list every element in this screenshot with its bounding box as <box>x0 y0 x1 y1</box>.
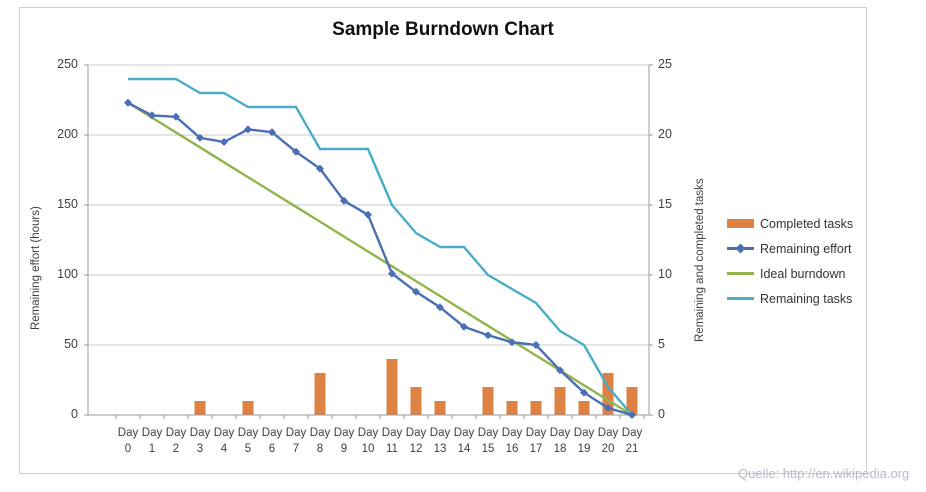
x-axis-tick-label: Day 16 <box>501 427 523 455</box>
gridlines <box>88 64 649 346</box>
bar-completed-tasks <box>506 401 518 415</box>
x-axis-tick-label: Day 10 <box>357 427 379 455</box>
bar-completed-tasks <box>530 401 542 415</box>
diamond-marker <box>508 338 516 347</box>
line-remaining-effort <box>127 101 633 417</box>
diamond-marker <box>364 210 372 219</box>
x-axis-tick-label: Day 8 <box>309 427 331 455</box>
x-axis-tick-label: Day 9 <box>333 427 355 455</box>
chart-title: Sample Burndown Chart <box>332 19 554 40</box>
diamond-marker <box>148 111 156 120</box>
diamond-marker <box>436 303 444 312</box>
x-axis-tick-label: Day 14 <box>453 427 475 455</box>
legend-item-label: Completed tasks <box>760 216 854 231</box>
x-axis-tick-label: Day 12 <box>405 427 427 455</box>
diamond-marker <box>604 404 612 412</box>
diamond-marker <box>628 411 636 419</box>
bar-completed-tasks <box>194 401 206 415</box>
bar-completed-tasks <box>482 387 494 415</box>
diamond-marker-icon <box>735 243 746 254</box>
bar-completed-tasks <box>314 373 326 415</box>
diamond-marker <box>340 196 348 205</box>
legend-item-completed-tasks: Completed tasks <box>727 211 853 236</box>
legend-item-label: Remaining tasks <box>760 291 853 306</box>
x-axis-tick-label: Day 18 <box>549 427 571 455</box>
legend-item-ideal-burndown: Ideal burndown <box>727 261 853 286</box>
chart-frame <box>19 7 867 474</box>
x-axis-tick-label: Day 11 <box>381 427 403 455</box>
legend-item-remaining-effort: Remaining effort <box>727 236 853 261</box>
x-axis-tick-label: Day 1 <box>141 427 163 455</box>
diamond-marker <box>460 322 468 331</box>
bar-completed-tasks <box>410 387 422 415</box>
x-axis-tick-label: Day 13 <box>429 427 451 455</box>
y-axis-tick-label: 25 <box>658 57 672 71</box>
legend-item-label: Ideal burndown <box>760 266 846 281</box>
x-axis-tick-label: Day 0 <box>117 427 139 455</box>
x-axis-tick-label: Day 15 <box>477 427 499 455</box>
y-axis-tick-label: 0 <box>658 407 665 421</box>
diamond-marker <box>196 133 204 142</box>
x-axis-tick-label: Day 20 <box>597 427 619 455</box>
x-axis-tick-label: Day 21 <box>621 427 643 455</box>
x-axis-tick-label: Day 17 <box>525 427 547 455</box>
diamond-marker <box>244 125 252 134</box>
markers-remaining-effort <box>124 98 636 419</box>
bar-completed-tasks <box>242 401 254 415</box>
diamond-marker <box>580 388 588 397</box>
diamond-marker <box>388 269 396 278</box>
bar-completed-tasks <box>554 387 566 415</box>
axes <box>84 64 653 419</box>
diamond-marker <box>532 341 540 349</box>
legend-line-swatch-icon <box>727 297 754 300</box>
diamond-marker <box>412 287 420 296</box>
y-axis-tick-label: 200 <box>57 127 78 141</box>
diamond-marker <box>124 98 132 107</box>
diamond-marker <box>292 147 300 156</box>
x-axis-tick-label: Day 7 <box>285 427 307 455</box>
y-axis-tick-label: 50 <box>64 337 78 351</box>
legend: Completed tasks Remaining effort Ideal bur… <box>727 211 853 311</box>
legend-item-label: Remaining effort <box>760 241 852 256</box>
y-axis-tick-label: 250 <box>57 57 78 71</box>
y-axis-tick-label: 5 <box>658 337 665 351</box>
y-axis-tick-label: 10 <box>658 267 672 281</box>
line-remaining-tasks <box>128 77 633 416</box>
y-axis-tick-label: 15 <box>658 197 672 211</box>
diamond-marker <box>316 164 324 173</box>
legend-line-swatch-icon <box>727 272 754 275</box>
bar-completed-tasks <box>626 387 638 415</box>
legend-bar-swatch-icon <box>727 219 754 228</box>
diamond-marker <box>484 331 492 340</box>
x-axis-tick-label: Day 3 <box>189 427 211 455</box>
bar-completed-tasks <box>434 401 446 415</box>
line-ideal-burndown <box>127 101 633 417</box>
x-axis-tick-label: Day 19 <box>573 427 595 455</box>
y-axis-tick-label: 0 <box>71 407 78 421</box>
bars-completed-tasks <box>194 359 638 415</box>
legend-line-swatch-icon <box>727 243 754 254</box>
diamond-marker <box>172 112 180 121</box>
y-axis-tick-label: 100 <box>57 267 78 281</box>
diamond-marker <box>556 366 564 375</box>
y-axis-tick-label: 150 <box>57 197 78 211</box>
bar-completed-tasks <box>578 401 590 415</box>
y-axis-tick-label: 20 <box>658 127 672 141</box>
x-axis-tick-label: Day 5 <box>237 427 259 455</box>
diamond-marker <box>220 138 228 146</box>
bar-completed-tasks <box>602 373 614 415</box>
x-axis-tick-label: Day 6 <box>261 427 283 455</box>
legend-item-remaining-tasks: Remaining tasks <box>727 286 853 311</box>
diamond-marker <box>268 128 276 137</box>
bar-completed-tasks <box>386 359 398 415</box>
source-attribution: Quelle: http://en.wikipedia.org <box>738 466 910 481</box>
x-axis-tick-label: Day 4 <box>213 427 235 455</box>
x-axis-tick-label: Day 2 <box>165 427 187 455</box>
